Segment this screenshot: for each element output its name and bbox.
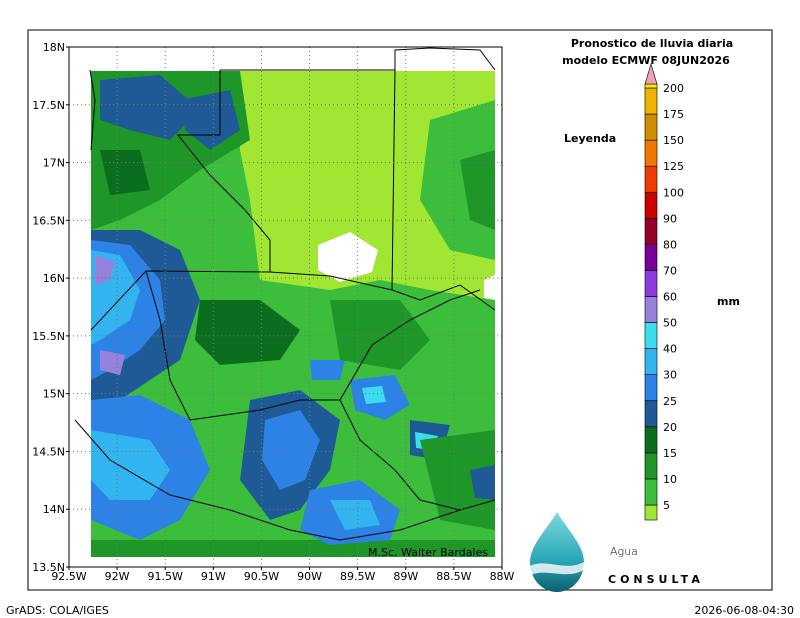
color-box	[644, 165, 658, 193]
credit: M.Sc. Walter Bardales	[368, 546, 488, 559]
lon-tick-label: 90.5W	[244, 570, 279, 583]
color-level-label: 30	[663, 369, 677, 382]
color-level-label: 175	[663, 108, 684, 121]
color-box	[644, 296, 658, 323]
lat-tick-label: 17.5N	[32, 99, 65, 112]
color-box	[644, 426, 658, 454]
lon-tick-label: 90W	[297, 570, 322, 583]
logo-sub: CONSULTA	[608, 573, 704, 586]
color-level-label: 150	[663, 134, 684, 147]
footer-left: GrADS: COLA/IGES	[6, 604, 109, 617]
map-frame	[68, 46, 503, 568]
outer-frame	[27, 29, 773, 591]
lat-tick-label: 13.5N	[32, 561, 65, 574]
color-box	[644, 322, 658, 349]
color-level-label: 80	[663, 238, 677, 251]
lon-tick-label: 88.5W	[436, 570, 471, 583]
lat-axis: 18N 17.5N 17N 16.5N 16N 15.5N 15N 14.5N 14N 13.5N	[32, 41, 69, 574]
lat-tick-label: 15.5N	[32, 330, 65, 343]
logo-word: Agua	[610, 545, 638, 558]
graticule	[69, 47, 502, 567]
lat-tick-label: 18N	[43, 41, 65, 54]
color-over	[644, 62, 658, 85]
color-level-label: 15	[663, 447, 677, 460]
legend-unit: mm	[717, 295, 740, 308]
color-box	[644, 374, 658, 402]
lon-tick-label: 91W	[201, 570, 226, 583]
color-level-label: 200	[663, 82, 684, 95]
color-level-label: 40	[663, 343, 677, 356]
color-box	[644, 218, 658, 245]
lat-tick-label: 14.5N	[32, 445, 65, 458]
color-box	[644, 87, 658, 115]
color-box	[644, 452, 658, 480]
color-box	[644, 504, 658, 521]
logo-wave	[530, 562, 584, 575]
legend-heading: Leyenda	[564, 132, 616, 145]
color-level-label: 90	[663, 212, 677, 225]
color-level-label: 100	[663, 186, 684, 199]
lat-tick-label: 17N	[43, 157, 65, 170]
rain-field	[91, 71, 495, 557]
color-box	[644, 400, 658, 428]
title-line-2: modelo ECMWF 08JUN2026	[562, 54, 730, 67]
color-level-label: 60	[663, 291, 677, 304]
color-box	[644, 113, 658, 141]
lat-tick-label: 16N	[43, 272, 65, 285]
color-box	[644, 139, 658, 167]
color-box	[644, 191, 658, 219]
lon-tick-label: 92W	[105, 570, 130, 583]
lon-axis: 92.5W 92W 91.5W 91W 90.5W 90W 89.5W 89W 88.5W 88W	[51, 567, 515, 583]
lat-tick-label: 16.5N	[32, 214, 65, 227]
color-box	[644, 244, 658, 271]
lat-tick-label: 14N	[43, 503, 65, 516]
color-box	[644, 478, 658, 506]
color-level-label: 25	[663, 395, 677, 408]
lat-tick-label: 15N	[43, 388, 65, 401]
title-line-1: Pronostico de lluvia diaria	[571, 37, 733, 50]
lon-tick-label: 91.5W	[148, 570, 183, 583]
color-level-label: 5	[663, 499, 670, 512]
color-level-label: 125	[663, 160, 684, 173]
colorbar: 5 10 15 20 25 30 40 50 60 70 80 90 100 125 150 175 200	[644, 62, 684, 521]
footer-right: 2026-06-08-04:30	[694, 604, 794, 617]
lon-tick-label: 89W	[393, 570, 418, 583]
lon-tick-label: 92.5W	[51, 570, 86, 583]
borders	[74, 47, 496, 541]
color-level-label: 20	[663, 421, 677, 434]
color-level-label: 50	[663, 317, 677, 330]
color-level-label: 10	[663, 473, 677, 486]
color-level-label: 70	[663, 264, 677, 277]
color-box	[644, 270, 658, 297]
logo: Agua CONSULTA	[530, 512, 704, 592]
lon-tick-label: 88W	[490, 570, 515, 583]
lon-tick-label: 89.5W	[340, 570, 375, 583]
color-box	[644, 348, 658, 375]
color-box	[644, 83, 658, 89]
